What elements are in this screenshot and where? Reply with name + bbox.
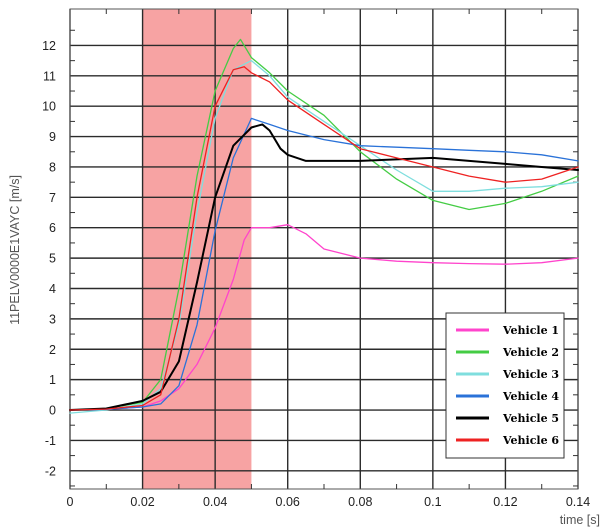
x-tick-label: 0.06 [276,495,300,509]
legend-label-vehicle-4: Vehicle 4 [502,390,559,403]
x-tick-label: 0.12 [493,495,517,509]
legend-label-vehicle-3: Vehicle 3 [502,368,559,381]
y-tick-label: 1 [49,373,56,387]
y-tick-label: 9 [49,130,56,144]
legend-label-vehicle-6: Vehicle 6 [502,434,559,447]
series-line-vehicle-6 [69,66,579,411]
series-line-vehicle-3 [69,59,579,414]
legend: Vehicle 1 Vehicle 2 Vehicle 3 Vehicle 4 Vehi… [445,312,565,459]
y-tick-label: 2 [49,343,56,357]
y-tick-label: 0 [49,404,56,418]
x-tick-label: 0.04 [203,495,227,509]
legend-box [445,312,565,459]
y-axis-title: 11PELV0000E1VAYC [m/s] [8,175,22,325]
x-tick-label: 0.14 [566,495,590,509]
x-axis-title: time [s] [560,513,600,527]
x-tick-label: 0 [67,495,74,509]
legend-label-vehicle-2: Vehicle 2 [502,346,559,359]
series-line-vehicle-1 [69,224,579,411]
series-line-vehicle-5 [69,123,579,411]
highlight-band [142,9,252,489]
y-tick-label: 4 [49,282,56,296]
series-line-vehicle-2 [69,38,579,411]
highlight-band-layer [142,9,252,489]
y-tick-label: 7 [49,191,56,205]
x-tick-label: 0.02 [130,495,154,509]
y-tick-label: 10 [42,100,56,114]
x-tick-label: 0.1 [424,495,441,509]
x-tick-labels: 0 0.02 0.04 0.06 0.08 0.1 0.12 0.14 [67,495,591,509]
y-tick-label: -1 [45,434,56,448]
series-line-vehicle-4 [69,117,579,411]
y-tick-label: 6 [49,221,56,235]
series-layer [69,38,579,414]
minor-tick-layer [70,9,578,489]
x-tick-label: 0.08 [348,495,372,509]
y-tick-label: 8 [49,160,56,174]
y-tick-label: 11 [43,69,56,83]
legend-label-vehicle-5: Vehicle 5 [502,412,559,425]
legend-label-vehicle-1: Vehicle 1 [502,324,559,337]
y-tick-label: 5 [49,252,56,266]
y-tick-label: 12 [42,39,56,53]
y-tick-label: -2 [45,464,56,478]
y-tick-label: 3 [49,312,56,326]
